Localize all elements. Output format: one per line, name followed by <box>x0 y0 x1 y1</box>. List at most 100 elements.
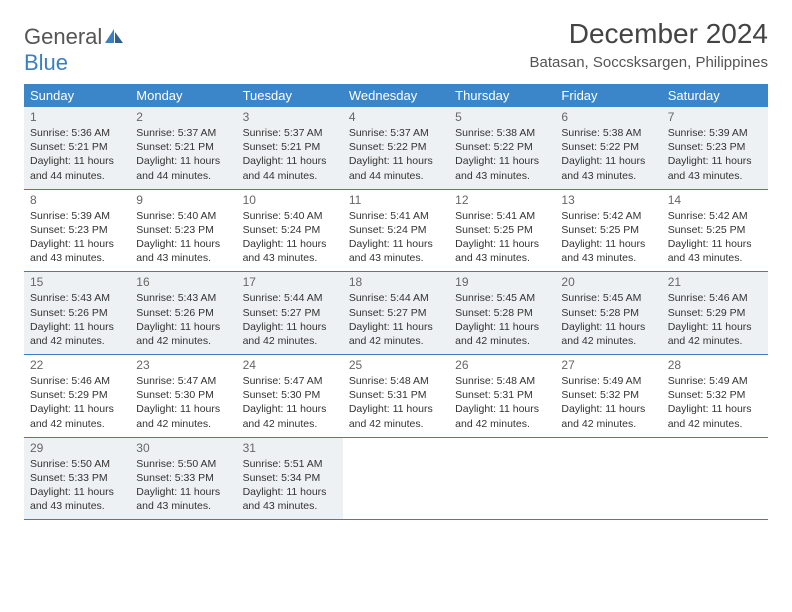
day-text-line: and 42 minutes. <box>455 334 549 348</box>
day-number: 18 <box>349 275 443 289</box>
day-cell: 14Sunrise: 5:42 AMSunset: 5:25 PMDayligh… <box>662 190 768 272</box>
day-text-line: Sunset: 5:33 PM <box>136 471 230 485</box>
day-cell: 12Sunrise: 5:41 AMSunset: 5:25 PMDayligh… <box>449 190 555 272</box>
day-text-line: Sunset: 5:26 PM <box>30 306 124 320</box>
day-text-line: Sunset: 5:31 PM <box>349 388 443 402</box>
week-row: 1 Sunrise: 5:36 AMSunset: 5:21 PMDaylight… <box>24 107 768 190</box>
day-cell: 22Sunrise: 5:46 AMSunset: 5:29 PMDayligh… <box>24 355 130 437</box>
day-text-line: Sunset: 5:34 PM <box>243 471 337 485</box>
day-cell: 3Sunrise: 5:37 AMSunset: 5:21 PMDaylight… <box>237 107 343 189</box>
day-text-line: and 43 minutes. <box>136 251 230 265</box>
day-text-line: Sunset: 5:23 PM <box>668 140 762 154</box>
day-text-line: Sunset: 5:31 PM <box>455 388 549 402</box>
day-text-line: and 43 minutes. <box>561 251 655 265</box>
day-text-line: Sunrise: 5:46 AM <box>668 291 762 305</box>
day-text-line: Sunset: 5:25 PM <box>561 223 655 237</box>
weekday-cell: Tuesday <box>237 84 343 107</box>
day-text-line: Sunset: 5:22 PM <box>349 140 443 154</box>
weekday-cell: Saturday <box>662 84 768 107</box>
day-text-line: Daylight: 11 hours <box>455 320 549 334</box>
day-text-line: Sunrise: 5:47 AM <box>136 374 230 388</box>
day-text-line: and 42 minutes. <box>455 417 549 431</box>
day-text-line: Sunrise: 5:44 AM <box>349 291 443 305</box>
day-number: 9 <box>136 193 230 207</box>
day-number: 27 <box>561 358 655 372</box>
day-text-line: Sunrise: 5:48 AM <box>455 374 549 388</box>
logo-text-blue: Blue <box>24 50 68 75</box>
day-number: 14 <box>668 193 762 207</box>
day-text-line: Sunrise: 5:51 AM <box>243 457 337 471</box>
day-number: 15 <box>30 275 124 289</box>
day-text-line: Sunrise: 5:41 AM <box>349 209 443 223</box>
day-cell: 29Sunrise: 5:50 AMSunset: 5:33 PMDayligh… <box>24 438 130 520</box>
day-number: 8 <box>30 193 124 207</box>
day-cell: 2Sunrise: 5:37 AMSunset: 5:21 PMDaylight… <box>130 107 236 189</box>
day-text-line: Daylight: 11 hours <box>455 237 549 251</box>
day-cell: 1 Sunrise: 5:36 AMSunset: 5:21 PMDaylight… <box>24 107 130 189</box>
day-text-line: Sunrise: 5:49 AM <box>561 374 655 388</box>
day-text-line: Daylight: 11 hours <box>243 320 337 334</box>
day-text-line: Daylight: 11 hours <box>30 154 124 168</box>
day-text-line: Sunset: 5:29 PM <box>30 388 124 402</box>
day-text-line: Sunset: 5:28 PM <box>455 306 549 320</box>
day-number: 17 <box>243 275 337 289</box>
day-text-line: and 43 minutes. <box>561 169 655 183</box>
day-text-line: and 43 minutes. <box>136 499 230 513</box>
empty-cell <box>555 438 661 520</box>
day-cell: 20Sunrise: 5:45 AMSunset: 5:28 PMDayligh… <box>555 272 661 354</box>
day-text-line: Sunrise: 5:42 AM <box>561 209 655 223</box>
day-number: 13 <box>561 193 655 207</box>
day-number: 1 <box>30 110 124 124</box>
day-cell: 5Sunrise: 5:38 AMSunset: 5:22 PMDaylight… <box>449 107 555 189</box>
day-text-line: and 42 minutes. <box>30 417 124 431</box>
day-cell: 6Sunrise: 5:38 AMSunset: 5:22 PMDaylight… <box>555 107 661 189</box>
day-number: 12 <box>455 193 549 207</box>
weekday-header-row: SundayMondayTuesdayWednesdayThursdayFrid… <box>24 84 768 107</box>
day-cell: 10Sunrise: 5:40 AMSunset: 5:24 PMDayligh… <box>237 190 343 272</box>
page-title: December 2024 <box>530 18 768 50</box>
day-text-line: Sunrise: 5:36 AM <box>30 126 124 140</box>
day-text-line: and 42 minutes. <box>243 417 337 431</box>
day-cell: 31 Sunrise: 5:51 AMSunset: 5:34 PMDayligh… <box>237 438 343 520</box>
day-cell: 28Sunrise: 5:49 AMSunset: 5:32 PMDayligh… <box>662 355 768 437</box>
day-cell: 17Sunrise: 5:44 AMSunset: 5:27 PMDayligh… <box>237 272 343 354</box>
day-text-line: and 43 minutes. <box>243 499 337 513</box>
day-text-line: and 43 minutes. <box>455 251 549 265</box>
day-text-line: Sunset: 5:21 PM <box>30 140 124 154</box>
day-text-line: and 43 minutes. <box>243 251 337 265</box>
week-row: 15 Sunrise: 5:43 AMSunset: 5:26 PM Dayligh… <box>24 272 768 355</box>
weekday-cell: Wednesday <box>343 84 449 107</box>
weekday-cell: Thursday <box>449 84 555 107</box>
day-text-line: and 44 minutes. <box>136 169 230 183</box>
day-text-line: Daylight: 11 hours <box>243 485 337 499</box>
day-cell: 9Sunrise: 5:40 AMSunset: 5:23 PMDaylight… <box>130 190 236 272</box>
day-text-line: Sunset: 5:22 PM <box>561 140 655 154</box>
day-number: 23 <box>136 358 230 372</box>
day-text-line: and 42 minutes. <box>243 334 337 348</box>
day-number: 30 <box>136 441 230 455</box>
header: General Blue December 2024 Batasan, Socc… <box>24 18 768 76</box>
day-text-line: Sunrise: 5:50 AM <box>136 457 230 471</box>
day-text-line: Sunrise: 5:49 AM <box>668 374 762 388</box>
day-cell: 11Sunrise: 5:41 AMSunset: 5:24 PMDayligh… <box>343 190 449 272</box>
day-text-line: Sunrise: 5:47 AM <box>243 374 337 388</box>
day-text-line: Sunrise: 5:39 AM <box>668 126 762 140</box>
day-text-line: Daylight: 11 hours <box>668 402 762 416</box>
day-text-line: Daylight: 11 hours <box>668 320 762 334</box>
day-cell: 8Sunrise: 5:39 AMSunset: 5:23 PMDaylight… <box>24 190 130 272</box>
day-cell: 16Sunrise: 5:43 AMSunset: 5:26 PMDayligh… <box>130 272 236 354</box>
day-text-line: Sunset: 5:33 PM <box>30 471 124 485</box>
day-cell: 26Sunrise: 5:48 AMSunset: 5:31 PMDayligh… <box>449 355 555 437</box>
day-text-line: Sunrise: 5:43 AM <box>30 291 124 305</box>
day-number: 11 <box>349 193 443 207</box>
day-text-line: Sunrise: 5:40 AM <box>136 209 230 223</box>
day-number: 31 <box>243 441 337 455</box>
day-cell: 4Sunrise: 5:37 AMSunset: 5:22 PMDaylight… <box>343 107 449 189</box>
day-text-line: and 42 minutes. <box>349 417 443 431</box>
day-cell: 13Sunrise: 5:42 AMSunset: 5:25 PMDayligh… <box>555 190 661 272</box>
day-number: 6 <box>561 110 655 124</box>
day-text-line: Sunset: 5:27 PM <box>243 306 337 320</box>
day-text-line: and 42 minutes. <box>349 334 443 348</box>
empty-cell <box>449 438 555 520</box>
day-number: 20 <box>561 275 655 289</box>
